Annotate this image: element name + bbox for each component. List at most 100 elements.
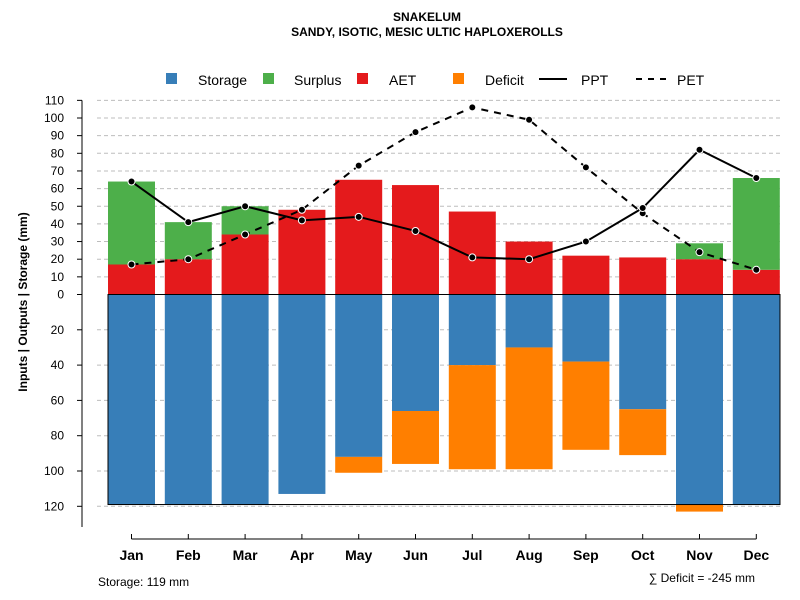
ppt-point <box>297 216 306 225</box>
x-axis: Jan Feb Mar Apr May Jun Jul Aug Sep Oct Nov Dec <box>119 534 769 563</box>
x-tick-label: Jan <box>119 547 143 563</box>
surplus-bar <box>164 222 212 260</box>
pet-point <box>354 161 363 170</box>
y-tick-label: 30 <box>51 235 65 249</box>
ppt-point <box>411 226 420 235</box>
y-tick-label: 70 <box>51 164 65 178</box>
y-tick-label: 40 <box>51 358 65 372</box>
storage-bar <box>505 294 553 348</box>
x-tick-label: Dec <box>743 547 769 563</box>
legend-label-aet: AET <box>389 72 417 88</box>
y-tick-label: 20 <box>51 323 65 337</box>
ppt-point <box>638 204 647 213</box>
storage-bar <box>732 294 780 505</box>
storage-bar <box>221 294 269 505</box>
storage-bar <box>676 294 723 505</box>
legend-label-surplus: Surplus <box>294 72 341 88</box>
y-tick-label: 20 <box>51 252 65 266</box>
x-tick-label: Jul <box>462 547 482 563</box>
deficit-bar <box>392 410 439 464</box>
x-tick-label: Feb <box>176 547 201 563</box>
legend-swatch-surplus <box>263 73 274 84</box>
deficit-footnote: ∑ Deficit = -245 mm <box>649 571 755 585</box>
deficit-bar <box>448 365 496 470</box>
pet-point <box>127 260 136 269</box>
pet-point <box>581 163 590 172</box>
y-tick-label: 80 <box>51 146 65 160</box>
y-tick-label: 80 <box>51 429 65 443</box>
legend-label-ppt: PPT <box>581 72 609 88</box>
deficit-bar <box>562 361 610 450</box>
ppt-point <box>127 177 136 186</box>
storage-bar <box>108 294 155 505</box>
legend-swatch-deficit <box>453 73 464 84</box>
storage-bar <box>448 294 496 366</box>
chart-subtitle: SANDY, ISOTIC, MESIC ULTIC HAPLOXEROLLS <box>291 25 563 39</box>
legend-swatch-storage <box>166 73 177 84</box>
aet-bar <box>505 241 553 295</box>
legend-label-deficit: Deficit <box>485 72 524 88</box>
legend-label-pet: PET <box>677 72 705 88</box>
ppt-point <box>241 202 250 211</box>
pet-point <box>411 128 420 137</box>
aet-bar <box>392 185 439 295</box>
aet-bar <box>108 264 155 295</box>
series-lines <box>127 103 761 274</box>
x-tick-label: Jun <box>403 547 428 563</box>
aet-bar <box>448 211 496 295</box>
pet-point <box>752 265 761 274</box>
legend-label-storage: Storage <box>198 72 247 88</box>
pet-point <box>695 248 704 257</box>
pet-point <box>241 230 250 239</box>
storage-bar <box>619 294 667 410</box>
surplus-bar <box>108 181 155 265</box>
aet-bar <box>335 179 383 295</box>
deficit-bar <box>676 504 723 512</box>
deficit-bar <box>505 347 553 470</box>
x-tick-label: Apr <box>290 547 315 563</box>
aet-bar <box>676 259 723 295</box>
x-tick-label: Nov <box>686 547 713 563</box>
pet-point <box>297 205 306 214</box>
y-tick-label: 100 <box>44 111 64 125</box>
ppt-point <box>184 218 193 227</box>
ppt-point <box>354 212 363 221</box>
pet-point <box>184 255 193 264</box>
y-tick-label: 0 <box>57 288 64 302</box>
deficit-bar <box>619 409 667 456</box>
aet-bar <box>562 255 610 295</box>
x-tick-label: Aug <box>515 547 542 563</box>
y-tick-label: 40 <box>51 217 65 231</box>
y-tick-label: 50 <box>51 199 65 213</box>
y-tick-label: 90 <box>51 129 65 143</box>
y-tick-label: 60 <box>51 393 65 407</box>
pet-point <box>468 103 477 112</box>
storage-bar <box>164 294 212 505</box>
legend: Storage Surplus AET Deficit PPT PET <box>166 72 705 88</box>
chart-title: SNAKELUM <box>393 10 461 24</box>
aet-bar <box>164 259 212 295</box>
aet-bar <box>732 269 780 295</box>
surplus-bar <box>732 178 780 270</box>
x-tick-label: Sep <box>573 547 599 563</box>
x-tick-label: May <box>345 547 372 563</box>
storage-footnote: Storage: 119 mm <box>98 575 189 589</box>
storage-bar <box>335 294 383 457</box>
y-axis-label: Inputs | Outputs | Storage (mm) <box>16 212 30 391</box>
ppt-point <box>752 174 761 183</box>
storage-bar <box>278 294 326 494</box>
storage-bar <box>562 294 610 362</box>
aet-bar <box>221 234 269 295</box>
bars <box>107 178 781 512</box>
y-tick-label: 60 <box>51 182 65 196</box>
pet-line <box>131 106 757 271</box>
ppt-point <box>581 237 590 246</box>
storage-bar <box>392 294 439 411</box>
y-tick-label: 110 <box>45 93 64 107</box>
pet-point <box>525 115 534 124</box>
y-tick-label: 100 <box>44 464 64 478</box>
deficit-bar <box>335 456 383 473</box>
ppt-point <box>525 255 534 264</box>
legend-swatch-aet <box>357 73 368 84</box>
